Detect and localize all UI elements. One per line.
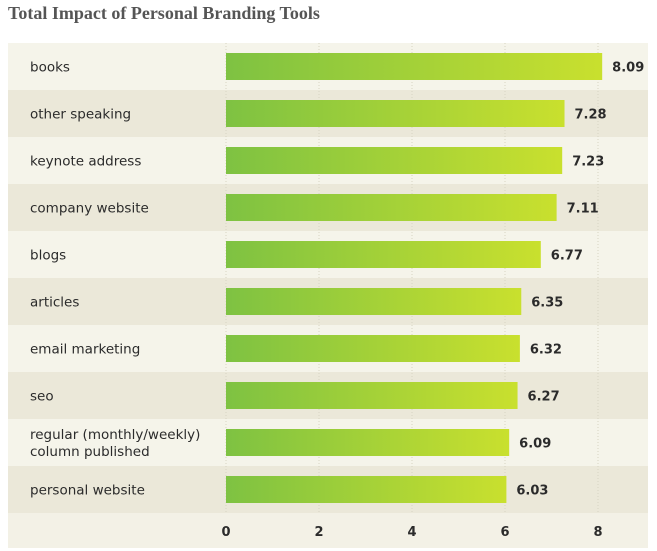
bar	[226, 147, 563, 174]
value-label: 7.11	[567, 202, 599, 217]
category-label: regular (monthly/weekly) column published	[30, 427, 200, 460]
category-label: books	[30, 60, 70, 76]
bar	[226, 241, 541, 268]
value-label: 6.32	[530, 343, 562, 358]
value-label: 6.77	[551, 249, 583, 264]
bar	[226, 382, 518, 409]
bar	[226, 194, 557, 221]
category-label: company website	[30, 201, 149, 217]
category-label: keynote address	[30, 154, 141, 170]
bar	[226, 100, 565, 127]
category-label: personal website	[30, 483, 145, 499]
bar	[226, 53, 603, 80]
x-tick-label: 6	[500, 525, 509, 540]
value-label: 6.09	[519, 437, 551, 452]
chart-title: Total Impact of Personal Branding Tools	[8, 3, 320, 23]
bar-chart: books 8.09 other speaking 7.28 keynote addre…	[8, 43, 648, 540]
bar	[226, 335, 520, 362]
bar	[226, 288, 522, 315]
category-label: blogs	[30, 248, 66, 264]
category-label: other speaking	[30, 107, 131, 123]
x-tick-label: 0	[221, 525, 230, 540]
value-label: 6.27	[528, 390, 560, 405]
value-label: 6.35	[531, 296, 563, 311]
x-tick-label: 8	[593, 525, 602, 540]
category-label: articles	[30, 295, 79, 311]
value-label: 7.28	[575, 108, 607, 123]
x-tick-label: 2	[314, 525, 323, 540]
x-tick-label: 4	[407, 525, 416, 540]
bar	[226, 429, 510, 456]
category-label: email marketing	[30, 342, 140, 358]
value-label: 8.09	[612, 61, 644, 76]
bar	[226, 476, 507, 503]
category-label: seo	[30, 389, 54, 405]
chart-area: books 8.09 other speaking 7.28 keynote addre…	[8, 43, 648, 548]
value-label: 6.03	[516, 484, 548, 499]
value-label: 7.23	[572, 155, 604, 170]
